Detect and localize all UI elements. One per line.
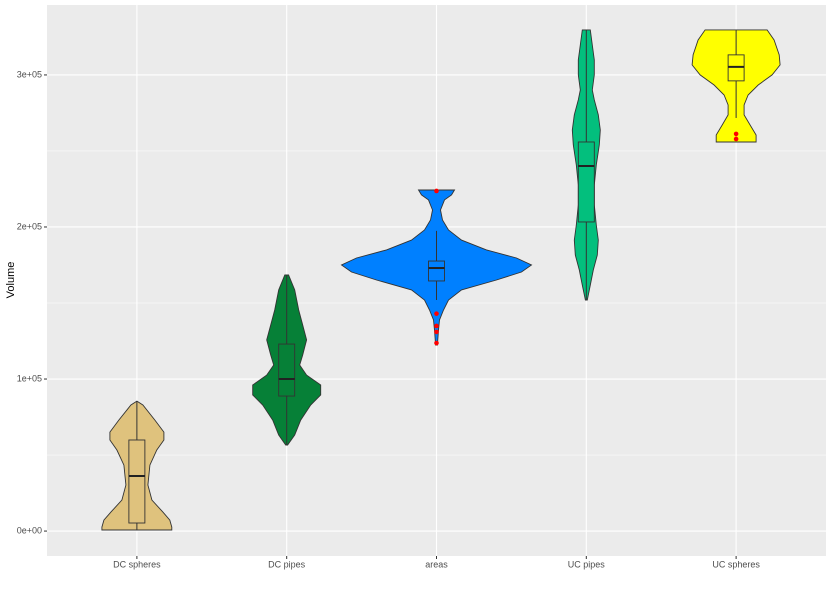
x-tick-label: DC pipes <box>268 559 306 569</box>
outlier <box>733 131 739 137</box>
box <box>428 260 445 282</box>
box <box>278 343 296 397</box>
outlier <box>733 136 739 142</box>
y-tick-label: 2e+05 <box>17 221 42 231</box>
x-tick-label: DC spheres <box>113 559 161 569</box>
y-tick-label: 3e+05 <box>17 69 42 79</box>
x-tick-label: UC pipes <box>568 559 606 569</box>
box <box>128 439 146 524</box>
y-tick-label: 0e+00 <box>17 525 42 535</box>
x-tick-label: areas <box>425 559 448 569</box>
outlier <box>434 188 439 194</box>
outlier <box>434 323 439 329</box>
outlier <box>434 311 439 316</box>
y-tick-label: 1e+05 <box>17 373 42 383</box>
box <box>577 141 595 223</box>
outlier <box>434 329 439 335</box>
y-axis-label: Volume <box>5 262 17 299</box>
outlier <box>434 340 439 346</box>
x-tick-label: UC spheres <box>712 559 760 569</box>
